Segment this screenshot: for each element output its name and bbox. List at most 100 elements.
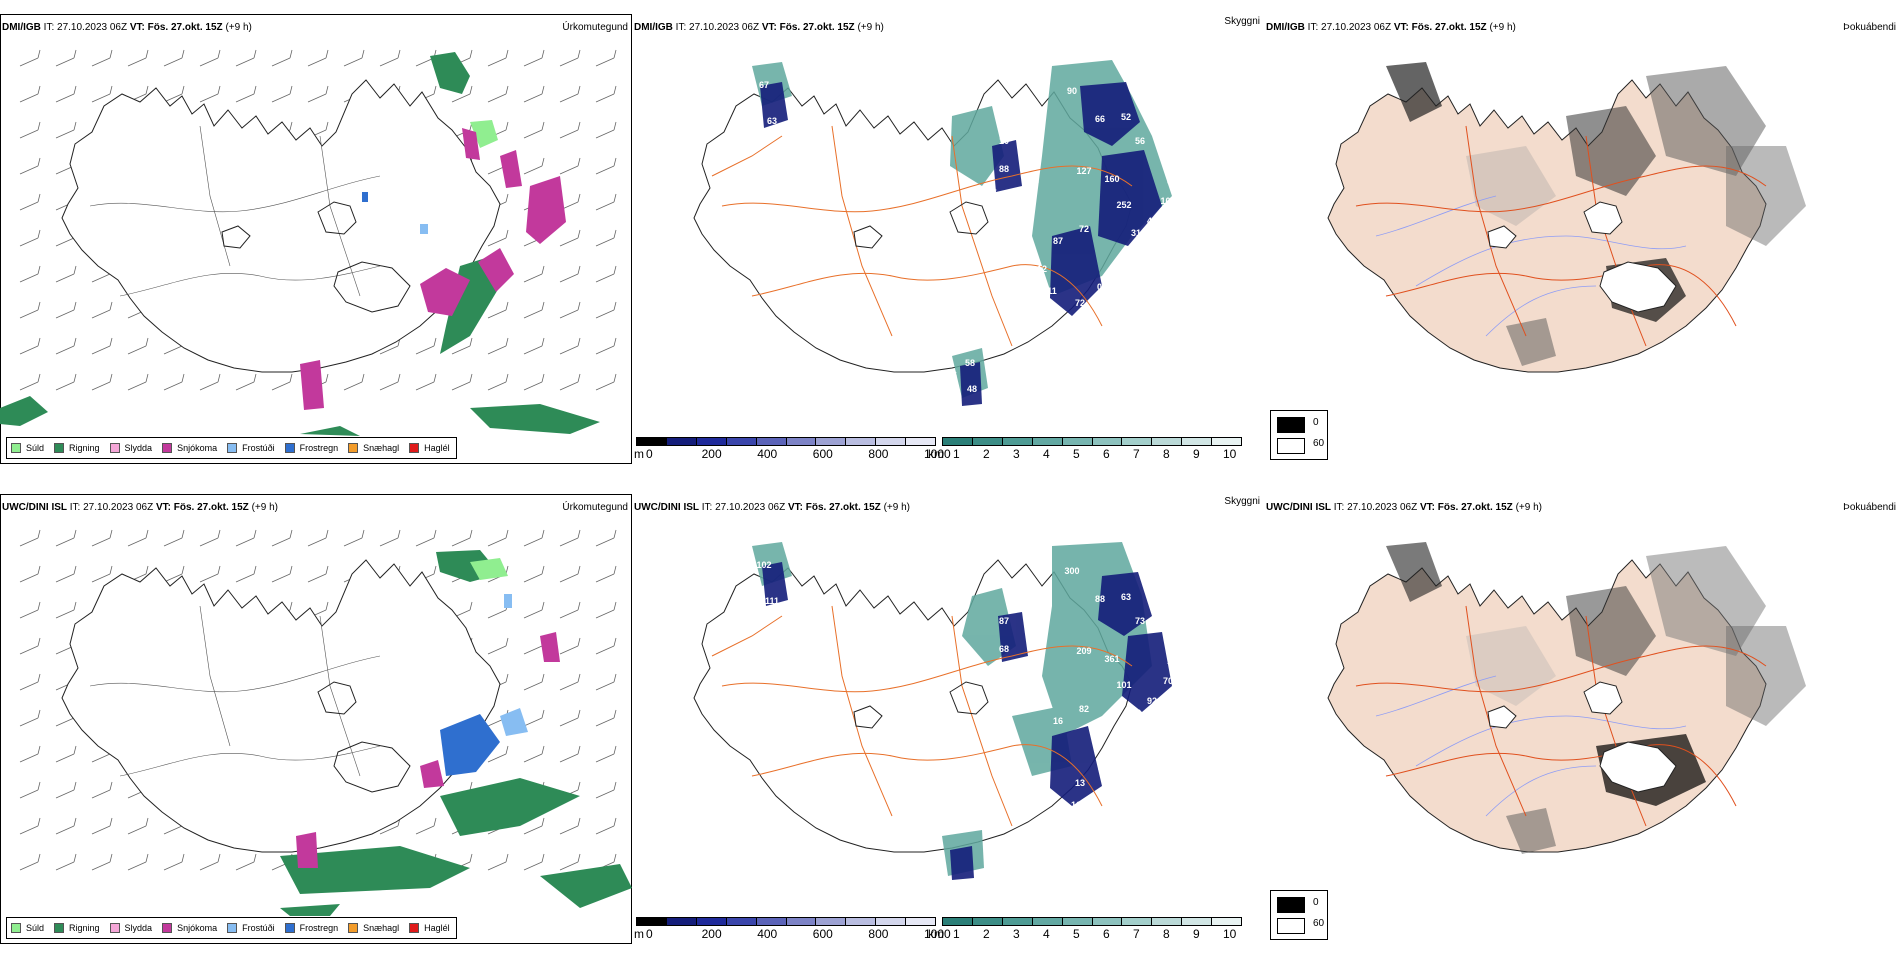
colorbar-tick-label: 5 [1073, 447, 1080, 461]
wind-barb [55, 85, 77, 103]
cloud-base-label: 57 [987, 668, 997, 678]
panel-header: DMI/IGB IT: 27.10.2023 06Z VT: Fös. 27.o… [634, 16, 1260, 33]
cloud-base-label: 12 [1171, 150, 1181, 160]
wind-barb [199, 853, 221, 871]
colorbar-tick-label: 400 [757, 927, 778, 941]
wind-barb [91, 85, 113, 103]
vt-label: VT: [761, 22, 777, 33]
colorbar-segment [1032, 918, 1063, 925]
colorbar-segment [637, 438, 667, 445]
wind-barb [55, 745, 77, 763]
wind-barb [235, 853, 257, 871]
panel-header: UWC/DINI ISL IT: 27.10.2023 06Z VT: Fös.… [634, 496, 1260, 513]
wind-barb [55, 49, 77, 67]
cloud-base-areas [760, 82, 1162, 406]
legend-label: Snjókoma [177, 923, 218, 933]
cloud-base-label: 160 [1104, 174, 1119, 184]
wind-barb [127, 49, 149, 67]
legend-label: Frostúði [242, 443, 275, 453]
colorbar-tick-label: 1000 [924, 927, 951, 941]
wind-barb [559, 637, 581, 655]
wind-barb [523, 601, 545, 619]
cloud-base-label: 127 [1076, 166, 1091, 176]
it-label: IT: [69, 502, 81, 513]
wind-barb [487, 49, 509, 67]
wind-barb [19, 193, 41, 211]
colorbar-segment [846, 438, 877, 445]
legend-label: Rigning [69, 923, 100, 933]
legend-label: Súld [26, 443, 45, 453]
wind-barb [19, 745, 41, 763]
colorbar-tick-label: 1 [953, 447, 960, 461]
wind-barb [163, 565, 185, 583]
cloud-base-label: 10 [1167, 656, 1177, 666]
cloud-base-label: 252 [1116, 200, 1131, 210]
colorbar-segment [1032, 438, 1063, 445]
precip-legend: Súld Rigning Slydda Snjókoma Frostúði Frostre… [6, 917, 457, 939]
wind-barb [523, 337, 545, 355]
cloud-base-label: 102 [756, 560, 771, 570]
panel-frame [0, 494, 632, 944]
cloud-base-label: 72 [1079, 224, 1089, 234]
cloud-base-label: 14 [1175, 224, 1185, 234]
legend-label: Frostregn [299, 923, 339, 933]
precip-rain [0, 52, 600, 436]
wind-barb [595, 85, 617, 103]
fog-key: 0 60 [1270, 410, 1328, 460]
it-label: IT: [1307, 22, 1319, 33]
cloud-base-label: 13 [1029, 176, 1039, 186]
colorbar-segment [972, 918, 1003, 925]
colorbar-segment [756, 438, 787, 445]
legend-item: Snæhagl [348, 443, 399, 453]
colorbar-segment [696, 918, 727, 925]
it-value: 27.10.2023 06Z [57, 22, 128, 33]
fog-map [1327, 542, 1806, 854]
offset: (+9 h) [251, 502, 278, 513]
wind-barb [127, 853, 149, 871]
wind-barb [559, 85, 581, 103]
legend-swatch [348, 923, 359, 933]
rivers [1375, 195, 1687, 337]
cloud-base-label: 13 [1075, 778, 1085, 788]
wind-barb [559, 157, 581, 175]
it-value: 27.10.2023 06Z [715, 502, 786, 513]
colorbar-segment [1212, 438, 1242, 445]
panel-header: UWC/DINI ISL IT: 27.10.2023 06Z VT: Fös.… [1266, 502, 1896, 513]
wind-barb [487, 745, 509, 763]
wind-barb [559, 601, 581, 619]
precip-map [19, 529, 632, 916]
wind-barb [271, 529, 293, 547]
legend-swatch [54, 923, 65, 933]
wind-barb [595, 193, 617, 211]
offset: (+9 h) [225, 22, 252, 33]
panel-title: Úrkomutegund [562, 502, 628, 513]
colorbar-tick-label: 6 [1103, 927, 1110, 941]
cloud-base-label: 111 [765, 596, 779, 606]
wind-barb [559, 373, 581, 391]
legend-swatch [162, 923, 173, 933]
precip-snow [296, 632, 560, 868]
precip-freezing [440, 594, 528, 776]
cloud-base-label: 92 [1147, 696, 1157, 706]
wind-barb [235, 565, 257, 583]
cloud-base-label: 72 [1075, 298, 1085, 308]
cloud-height-bar [636, 917, 936, 926]
panel-frame [0, 14, 632, 464]
cloud-base-label: 87 [999, 616, 1009, 626]
colorbar-segment [1122, 438, 1153, 445]
wind-barb [595, 817, 617, 835]
wind-barb [523, 121, 545, 139]
model-name: DMI/IGB [2, 22, 41, 33]
wind-barb [559, 265, 581, 283]
colorbar-tick-label: 2 [983, 447, 990, 461]
wind-barb [415, 817, 437, 835]
fog-key-dark-label: 0 [1313, 417, 1319, 428]
wind-barb [55, 853, 77, 871]
precip-snow [300, 128, 566, 410]
fog-key: 0 60 [1270, 890, 1328, 940]
fog-key-light [1277, 438, 1305, 454]
wind-barb [451, 373, 473, 391]
vt-label: VT: [129, 22, 145, 33]
wind-barb [559, 301, 581, 319]
offset: (+9 h) [883, 502, 910, 513]
